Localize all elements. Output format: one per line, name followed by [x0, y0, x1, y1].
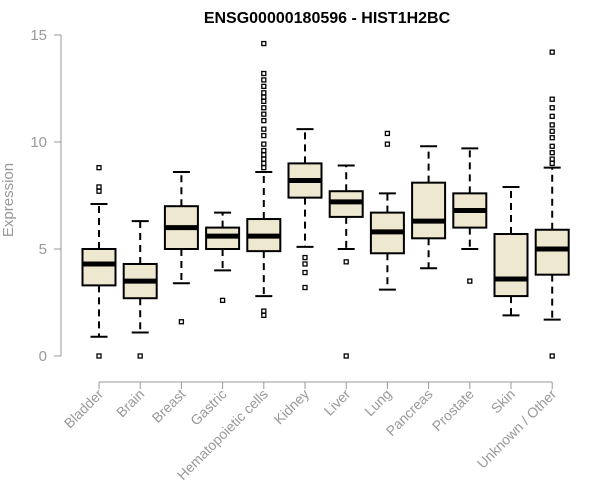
- outlier-point: [384, 141, 391, 147]
- y-tick-label: 10: [30, 134, 47, 151]
- x-tick-label: Brain: [113, 386, 147, 420]
- outlier-point: [343, 353, 349, 359]
- x-tick-label: Skin: [488, 386, 519, 417]
- outlier-point: [467, 278, 473, 284]
- outlier-point: [549, 135, 555, 141]
- outlier-point: [261, 77, 267, 83]
- outlier-point: [261, 132, 267, 139]
- outlier-point: [219, 297, 226, 304]
- chart-title: ENSG00000180596 - HIST1H2BC: [204, 10, 451, 27]
- outlier-point: [137, 353, 143, 359]
- box-hematopoietic-cells: [246, 40, 282, 318]
- x-tick-label: Prostate: [429, 386, 477, 434]
- outlier-point: [549, 143, 555, 149]
- outlier-point: [261, 308, 267, 314]
- box-iqr: [411, 181, 447, 240]
- outlier-point: [261, 160, 267, 167]
- outlier-point: [549, 156, 555, 162]
- outlier-point: [549, 150, 555, 156]
- outlier-point: [384, 130, 391, 137]
- outlier-point: [261, 147, 267, 154]
- y-tick-label: 15: [30, 27, 47, 44]
- outlier-point: [549, 122, 555, 128]
- outlier-point: [96, 188, 102, 194]
- outlier-point: [261, 117, 267, 124]
- boxes-group: [81, 40, 570, 359]
- box-skin: [493, 185, 529, 317]
- outlier-point: [549, 113, 555, 119]
- outlier-point: [261, 141, 267, 147]
- outlier-point: [261, 111, 267, 117]
- box-lung: [369, 130, 405, 291]
- outlier-point: [261, 98, 267, 104]
- outlier-point: [261, 152, 267, 158]
- box-iqr: [493, 233, 529, 298]
- outlier-point: [549, 49, 555, 55]
- box-kidney: [287, 128, 323, 291]
- outlier-point: [549, 353, 555, 359]
- x-tick-label: Breast: [149, 386, 189, 426]
- outlier-point: [549, 96, 555, 102]
- outlier-point: [178, 319, 185, 325]
- box-liver: [328, 164, 364, 359]
- outlier-point: [343, 259, 349, 265]
- outlier-point: [302, 254, 308, 261]
- outlier-point: [302, 284, 308, 291]
- outlier-point: [261, 312, 267, 318]
- outlier-point: [261, 90, 267, 96]
- box-prostate: [452, 147, 488, 284]
- box-breast: [163, 170, 199, 325]
- box-unknown-other: [534, 49, 570, 359]
- outlier-point: [261, 94, 267, 100]
- outlier-point: [302, 261, 308, 267]
- outlier-point: [549, 128, 555, 134]
- box-iqr: [534, 228, 570, 276]
- outlier-point: [302, 269, 308, 276]
- outlier-point: [549, 105, 555, 111]
- x-tick-label: Kidney: [271, 386, 313, 428]
- x-tick-label: Lung: [361, 386, 394, 419]
- outlier-point: [261, 126, 267, 132]
- x-tick-label: Liver: [321, 386, 354, 419]
- outlier-point: [549, 160, 555, 167]
- x-tick-label: Bladder: [61, 386, 107, 432]
- y-axis: 0 5 10 15: [30, 27, 62, 365]
- y-tick-label: 5: [39, 241, 47, 258]
- outlier-point: [261, 165, 267, 171]
- outlier-point: [261, 105, 267, 111]
- outlier-point: [96, 184, 102, 190]
- outlier-point: [261, 70, 267, 77]
- box-gastric: [205, 211, 241, 304]
- box-bladder: [81, 165, 117, 359]
- outlier-point: [261, 83, 267, 90]
- box-pancreas: [411, 145, 447, 270]
- outlier-point: [261, 40, 267, 47]
- box-brain: [122, 220, 158, 359]
- outlier-point: [96, 165, 102, 171]
- box-iqr: [81, 248, 117, 287]
- y-axis-label: Expression: [0, 163, 17, 237]
- outlier-point: [261, 156, 267, 162]
- y-tick-label: 0: [39, 348, 47, 365]
- outlier-point: [96, 353, 102, 359]
